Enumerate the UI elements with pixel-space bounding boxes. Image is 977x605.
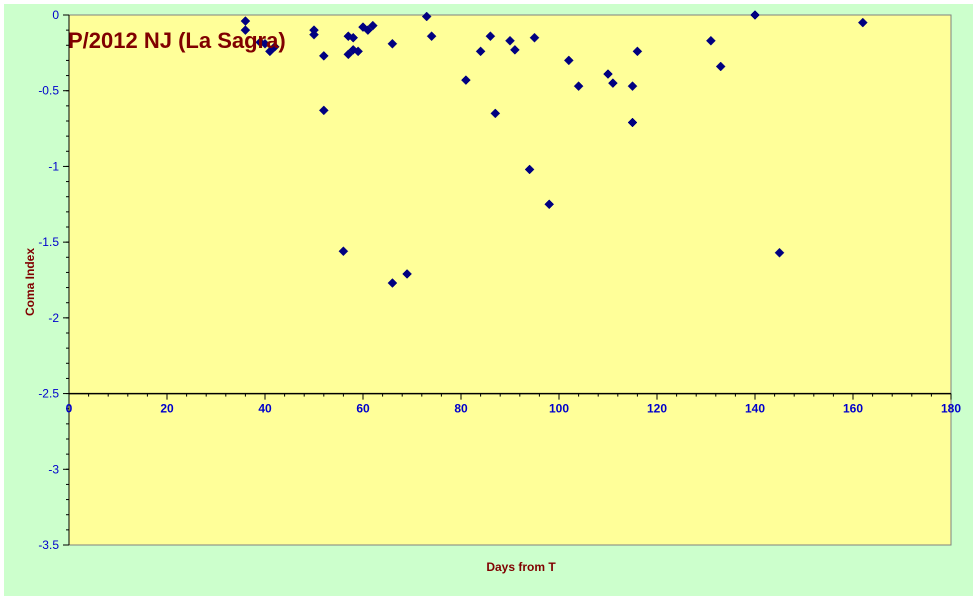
chart-title: P/2012 NJ (La Sagra): [68, 28, 286, 53]
data-point: [363, 25, 373, 35]
x-tick-label: 160: [843, 402, 863, 416]
data-point: [240, 25, 251, 35]
y-tick-label: 0: [52, 8, 59, 22]
data-point: [627, 117, 638, 128]
data-point: [338, 246, 349, 257]
data-point: [421, 11, 432, 22]
x-tick-label: 60: [356, 402, 370, 416]
data-point: [529, 32, 540, 43]
y-tick-label: -1.5: [38, 235, 59, 249]
data-point: [524, 164, 535, 175]
data-point: [348, 32, 359, 43]
y-tick-label: -1: [48, 159, 59, 173]
data-point: [461, 75, 471, 85]
y-tick-label: -2.5: [38, 387, 59, 401]
y-tick-label: -2: [48, 311, 59, 325]
data-point: [750, 10, 760, 20]
data-point: [563, 55, 574, 66]
data-point: [260, 38, 270, 49]
x-tick-label: 40: [258, 402, 272, 416]
data-point: [309, 29, 319, 40]
data-point: [505, 35, 515, 46]
plot-area: [68, 14, 952, 546]
data-point: [715, 61, 726, 72]
y-axis-label: Coma Index: [23, 248, 37, 316]
data-point: [608, 78, 618, 88]
data-point: [475, 46, 486, 57]
x-tick-label: 20: [160, 402, 174, 416]
data-point: [857, 17, 868, 28]
x-axis-label: Days from T: [486, 560, 556, 574]
data-point: [367, 20, 378, 31]
y-tick-label: -0.5: [38, 84, 59, 98]
data-point: [387, 38, 398, 49]
data-point: [343, 49, 354, 60]
data-point: [632, 46, 643, 57]
data-point: [510, 44, 520, 55]
y-axis: 0 -0.5 -1 -1.5 -2 -2.5 -3 -3.5: [38, 8, 70, 552]
data-point: [318, 51, 329, 61]
data-point: [265, 46, 275, 57]
x-axis: 0 20 40 60 80 100 120 140 160 180: [66, 392, 961, 416]
data-point: [269, 41, 280, 52]
x-tick-label: 120: [647, 402, 667, 416]
data-point: [627, 81, 638, 92]
data-point: [387, 278, 398, 288]
x-tick-label: 100: [549, 402, 569, 416]
data-point: [490, 108, 501, 119]
y-tick-label: -3: [48, 462, 59, 476]
data-points: [240, 10, 868, 288]
data-point: [774, 247, 785, 258]
data-point: [318, 105, 329, 116]
data-point: [603, 69, 613, 79]
x-tick-label: 140: [745, 402, 765, 416]
data-point: [426, 31, 437, 42]
x-tick-label: 0: [66, 402, 73, 416]
data-point: [706, 35, 716, 46]
x-tick-label: 80: [454, 402, 468, 416]
data-point: [353, 46, 363, 57]
y-tick-label: -3.5: [38, 538, 59, 552]
data-point: [573, 81, 584, 92]
data-point: [544, 199, 555, 210]
x-tick-label: 180: [941, 402, 961, 416]
data-point: [485, 31, 496, 42]
data-point: [402, 269, 412, 279]
